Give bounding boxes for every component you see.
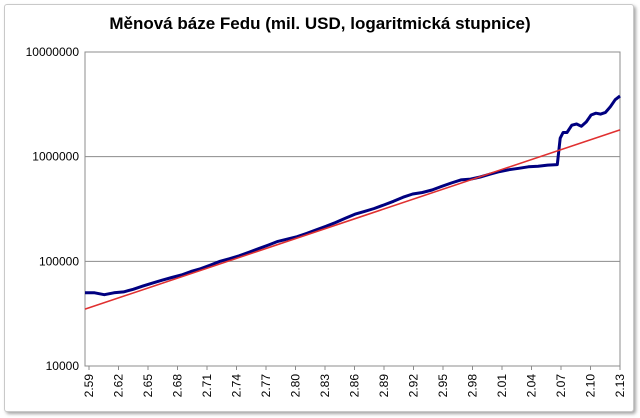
x-tick-label: 2.07 (554, 374, 568, 398)
y-tick-label: 100000 (39, 254, 79, 268)
x-tick-label: 2.71 (200, 374, 214, 398)
series-line-monetary-base (85, 94, 621, 297)
x-tick-label: 2.59 (82, 374, 96, 398)
x-tick-label: 2.65 (141, 374, 155, 398)
x-tick-label: 2.86 (348, 374, 362, 398)
x-tick-label: 2.74 (230, 374, 244, 398)
x-tick-label: 2.83 (318, 374, 332, 398)
x-tick-label: 2.04 (525, 374, 539, 398)
x-tick-label: 2.77 (259, 374, 273, 398)
y-tick-label: 10000000 (26, 45, 80, 59)
series-line-trend (84, 129, 621, 310)
x-tick-label: 2.92 (407, 374, 421, 398)
plot-area-border (84, 51, 621, 367)
x-tick-label: 2.62 (112, 374, 126, 398)
x-tick-label: 2.13 (613, 374, 627, 398)
y-tick-label: 1000000 (32, 150, 79, 164)
x-tick-label: 2.80 (289, 374, 303, 398)
y-tick-label: 10000 (46, 359, 80, 373)
x-tick-label: 2.10 (584, 374, 598, 398)
chart-title: Měnová báze Fedu (mil. USD, logaritmická… (109, 14, 531, 33)
x-tick-label: 2.95 (436, 374, 450, 398)
chart-frame (4, 4, 634, 412)
x-tick-label: 2.89 (377, 374, 391, 398)
x-tick-label: 2.68 (171, 374, 185, 398)
x-tick-label: 2.98 (466, 374, 480, 398)
x-tick-label: 2.01 (495, 374, 509, 398)
